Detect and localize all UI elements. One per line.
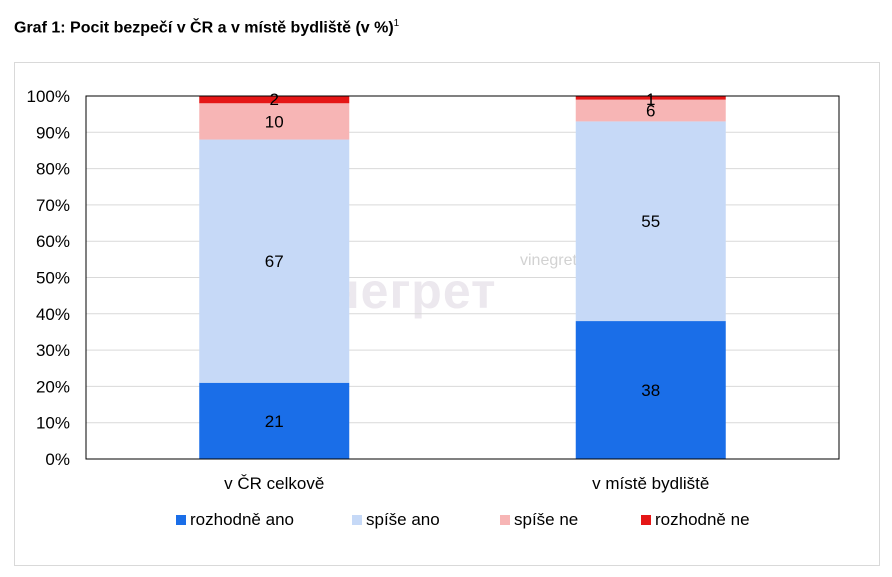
bar-segment xyxy=(199,382,350,459)
y-tick-label: 0% xyxy=(45,450,70,469)
data-label: 67 xyxy=(265,252,284,271)
y-tick-label: 70% xyxy=(36,196,70,215)
y-tick-label: 100% xyxy=(27,87,70,106)
y-tick-label: 80% xyxy=(36,160,70,179)
chart-title: Graf 1: Pocit bezpečí v ČR a v místě byd… xyxy=(14,18,399,37)
y-tick-label: 40% xyxy=(36,305,70,324)
legend-swatch xyxy=(641,515,651,525)
chart-title-text: Graf 1: Pocit bezpečí v ČR a v místě byd… xyxy=(14,19,394,37)
bar-segment xyxy=(199,103,350,140)
bar-segment xyxy=(575,99,726,122)
plot-area-border xyxy=(85,95,840,460)
legend-label: rozhodně ne xyxy=(655,510,750,529)
data-label: 10 xyxy=(265,112,284,131)
legend-swatch xyxy=(352,515,362,525)
legend-swatch xyxy=(176,515,186,525)
x-tick-label: v místě bydliště xyxy=(592,474,709,493)
y-tick-label: 60% xyxy=(36,232,70,251)
data-label: 1 xyxy=(646,90,655,109)
y-tick-label: 30% xyxy=(36,341,70,360)
data-label: 6 xyxy=(646,102,655,121)
legend-label: rozhodně ano xyxy=(190,510,294,529)
y-tick-label: 10% xyxy=(36,414,70,433)
data-label: 38 xyxy=(641,381,660,400)
bar-segment xyxy=(575,121,726,322)
legend-swatch xyxy=(500,515,510,525)
bar-segment xyxy=(575,96,726,100)
y-tick-label: 50% xyxy=(36,269,70,288)
data-label: 55 xyxy=(641,212,660,231)
data-label: 2 xyxy=(270,90,279,109)
bar-segment xyxy=(199,96,350,104)
bar-segment xyxy=(575,321,726,459)
title-footnote: 1 xyxy=(393,18,400,29)
data-label: 21 xyxy=(265,412,284,431)
y-tick-label: 20% xyxy=(36,377,70,396)
bar-segment xyxy=(199,139,350,383)
x-tick-label: v ČR celkově xyxy=(224,474,324,493)
legend-label: spíše ano xyxy=(366,510,440,529)
y-tick-label: 90% xyxy=(36,123,70,142)
legend-label: spíše ne xyxy=(514,510,578,529)
chart-frame xyxy=(14,62,880,566)
